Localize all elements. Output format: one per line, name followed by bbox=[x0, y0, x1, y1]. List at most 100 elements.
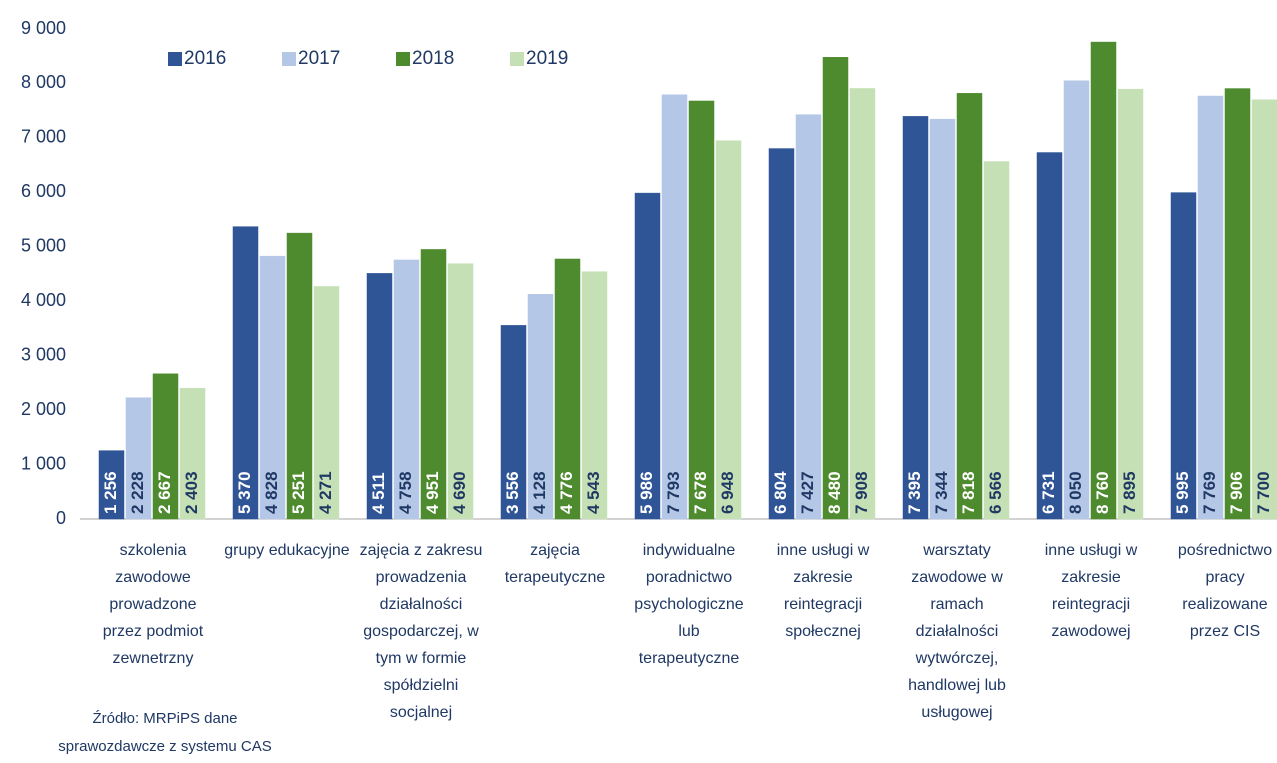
value-label: 6 566 bbox=[986, 471, 1005, 514]
value-label: 7 427 bbox=[798, 471, 817, 514]
x-tick-label: warsztaty zawodowe w ramach działalności… bbox=[908, 542, 1006, 721]
x-tick-label: zajęcia z zakresu prowadzenia działalnoś… bbox=[359, 542, 483, 721]
value-label: 7 678 bbox=[691, 471, 710, 514]
y-tick-label: 7 000 bbox=[21, 127, 66, 147]
value-label: 4 271 bbox=[316, 471, 335, 514]
value-label: 6 948 bbox=[718, 471, 737, 514]
bar bbox=[983, 161, 1010, 520]
value-label: 4 828 bbox=[262, 471, 281, 514]
bar bbox=[1251, 99, 1277, 520]
x-tick-label: indywidualne poradnictwo psychologiczne … bbox=[634, 542, 744, 667]
value-label: 4 776 bbox=[557, 471, 576, 514]
bar bbox=[768, 148, 795, 520]
y-tick-label: 4 000 bbox=[21, 290, 66, 310]
bar bbox=[956, 93, 983, 520]
y-tick-label: 8 000 bbox=[21, 72, 66, 92]
bar bbox=[634, 192, 661, 520]
bar bbox=[420, 249, 447, 520]
legend-label: 2016 bbox=[184, 48, 226, 69]
y-tick-label: 0 bbox=[56, 508, 66, 528]
bar bbox=[929, 118, 956, 520]
bar bbox=[125, 397, 152, 520]
value-label: 4 128 bbox=[530, 471, 549, 514]
bar bbox=[1224, 88, 1251, 520]
value-label: 4 511 bbox=[369, 472, 388, 514]
legend-swatch bbox=[282, 52, 296, 66]
value-label: 2 667 bbox=[155, 471, 174, 514]
value-label: 1 256 bbox=[101, 471, 120, 514]
bar bbox=[849, 88, 876, 520]
x-tick-label: grupy edukacyjne bbox=[224, 542, 350, 559]
value-label: 6 731 bbox=[1039, 471, 1058, 514]
legend-swatch bbox=[396, 52, 410, 66]
value-label: 2 228 bbox=[128, 471, 147, 514]
bar bbox=[98, 450, 125, 520]
bar bbox=[1090, 41, 1117, 520]
x-tick-label: inne usługi w zakresie reintegracji zawo… bbox=[1044, 542, 1138, 640]
value-label: 8 480 bbox=[825, 471, 844, 514]
legend-swatch bbox=[168, 52, 182, 66]
bar bbox=[661, 94, 688, 520]
bar bbox=[1170, 192, 1197, 520]
bar bbox=[447, 263, 474, 520]
x-tick-label: inne usługi w zakresie reintegracji społ… bbox=[776, 542, 870, 640]
value-label: 5 370 bbox=[235, 471, 254, 514]
bar bbox=[286, 232, 313, 520]
y-tick-label: 9 000 bbox=[21, 18, 66, 38]
bar bbox=[500, 325, 527, 520]
value-label: 4 543 bbox=[584, 471, 603, 514]
y-tick-label: 2 000 bbox=[21, 399, 66, 419]
bar bbox=[393, 259, 420, 520]
bar bbox=[1117, 88, 1144, 520]
y-tick-label: 6 000 bbox=[21, 181, 66, 201]
value-label: 7 818 bbox=[959, 471, 978, 514]
value-label: 5 995 bbox=[1173, 471, 1192, 514]
x-tick-label: zajęcia terapeutyczne bbox=[504, 542, 606, 586]
x-tick-label: pośrednictwo pracy realizowane przez CIS bbox=[1177, 542, 1273, 640]
value-label: 7 344 bbox=[932, 471, 951, 514]
value-label: 4 951 bbox=[423, 471, 442, 514]
bar bbox=[1036, 152, 1063, 520]
value-label: 6 804 bbox=[771, 471, 790, 514]
bar bbox=[554, 258, 581, 520]
bar bbox=[902, 116, 929, 520]
value-label: 7 769 bbox=[1200, 471, 1219, 514]
bar bbox=[1063, 80, 1090, 520]
value-label: 5 986 bbox=[637, 471, 656, 514]
bar bbox=[313, 286, 340, 520]
bar bbox=[715, 140, 742, 520]
bar bbox=[366, 273, 393, 520]
source-note: Źródło: MRPiPS dane sprawozdawcze z syst… bbox=[58, 710, 272, 755]
legend-label: 2019 bbox=[526, 48, 568, 69]
value-label: 8 760 bbox=[1093, 471, 1112, 514]
bar bbox=[688, 100, 715, 520]
value-label: 7 908 bbox=[852, 471, 871, 514]
x-tick-label: szkolenia zawodowe prowadzone przez podm… bbox=[102, 542, 204, 667]
value-label: 7 395 bbox=[905, 471, 924, 514]
y-tick-label: 5 000 bbox=[21, 236, 66, 256]
value-label: 2 403 bbox=[182, 471, 201, 514]
value-label: 4 758 bbox=[396, 471, 415, 514]
value-label: 7 895 bbox=[1120, 471, 1139, 514]
value-label: 4 690 bbox=[450, 471, 469, 514]
value-label: 3 556 bbox=[503, 471, 522, 514]
bar bbox=[581, 271, 608, 520]
bar bbox=[259, 255, 286, 520]
value-label: 8 050 bbox=[1066, 471, 1085, 514]
value-label: 7 700 bbox=[1254, 471, 1273, 514]
legend-label: 2018 bbox=[412, 48, 454, 69]
legend-label: 2017 bbox=[298, 48, 340, 69]
value-label: 7 906 bbox=[1227, 471, 1246, 514]
bar bbox=[527, 294, 554, 520]
bar bbox=[152, 373, 179, 520]
bar bbox=[1197, 95, 1224, 520]
bar bbox=[795, 114, 822, 520]
value-label: 7 793 bbox=[664, 471, 683, 514]
value-label: 5 251 bbox=[289, 471, 308, 514]
y-tick-label: 3 000 bbox=[21, 344, 66, 364]
bar bbox=[179, 387, 206, 520]
bar bbox=[232, 226, 259, 520]
y-tick-label: 1 000 bbox=[21, 453, 66, 473]
